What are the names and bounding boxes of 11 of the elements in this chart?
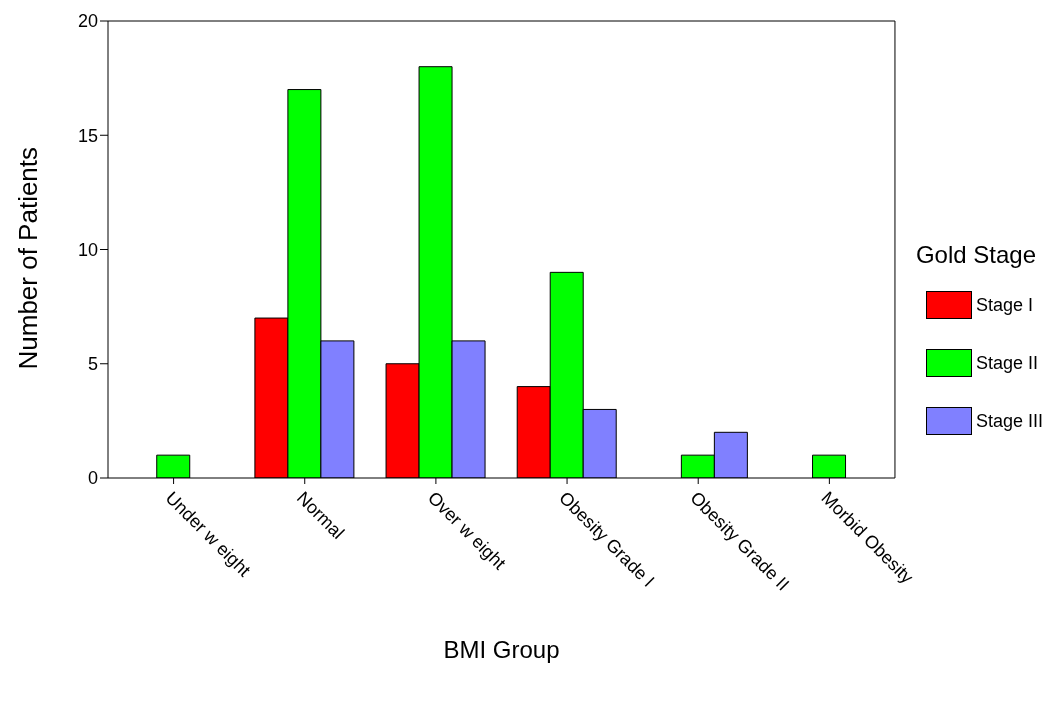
y-tick-label: 5 <box>87 354 98 375</box>
y-tick-label: 0 <box>87 468 98 489</box>
x-axis-title: BMI Group <box>443 636 560 663</box>
y-tick-label: 15 <box>77 125 98 146</box>
y-axis-title: Number of Patients <box>13 146 44 370</box>
legend-label: Stage II <box>975 352 1038 374</box>
y-tick-label: 10 <box>77 239 98 260</box>
legend-title: Gold Stage <box>915 241 1038 269</box>
legend-label: Stage I <box>975 294 1033 316</box>
y-tick-label: 20 <box>77 11 98 32</box>
legend-label: Stage III <box>975 410 1043 432</box>
